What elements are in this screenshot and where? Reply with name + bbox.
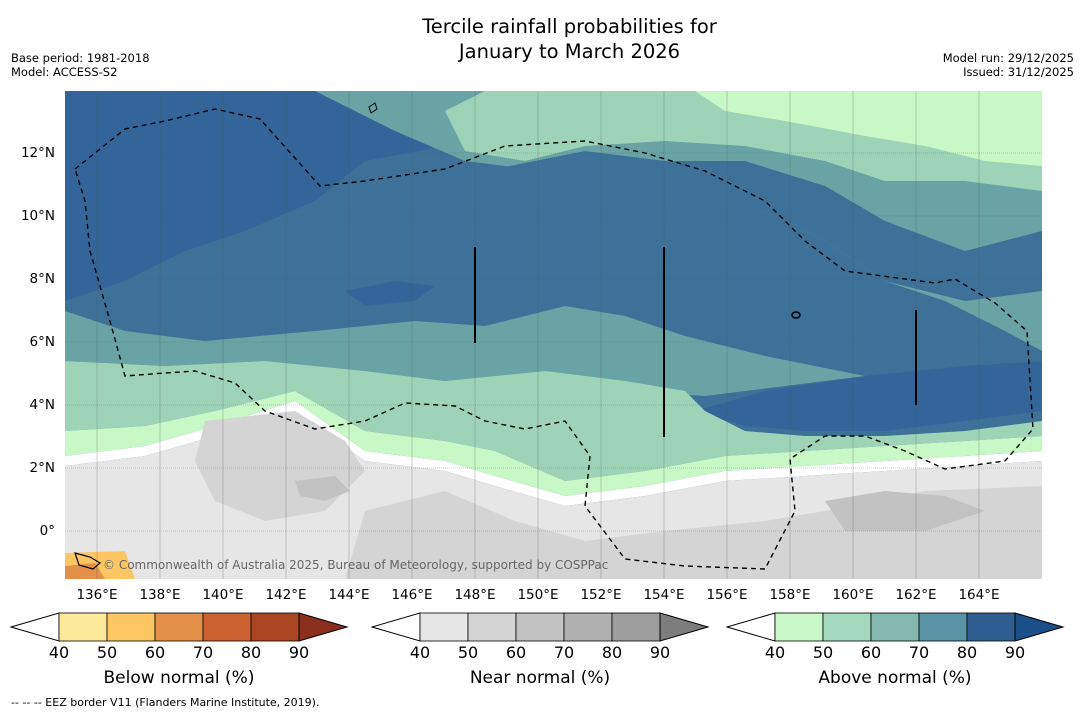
- island-guam: [368, 102, 378, 114]
- lon-label: 164°E: [958, 587, 1000, 603]
- zone-above-70-north: [405, 151, 1042, 301]
- cb-above-tick: 90: [1004, 643, 1026, 662]
- cb-below-tick: 60: [144, 643, 166, 662]
- zone-near-60-b: [295, 476, 350, 501]
- cb-below-min-arrow: [10, 612, 60, 642]
- cb-above-tick: 50: [812, 643, 834, 662]
- zone-above-80-center: [345, 281, 435, 306]
- island-png-coast: [74, 552, 102, 570]
- model-run: Model run: 29/12/2025: [942, 51, 1074, 65]
- cb-below-tick: 80: [240, 643, 262, 662]
- cb-below-tick: 70: [192, 643, 214, 662]
- lat-grid: [65, 152, 1042, 532]
- lon-label: 148°E: [454, 587, 496, 603]
- colorbar-near: [371, 612, 710, 642]
- lon-label: 156°E: [706, 587, 748, 603]
- cb-above-tick: 60: [860, 643, 882, 662]
- meta-right: Model run: 29/12/2025 Issued: 31/12/2025: [943, 51, 1074, 79]
- cb-above-tick: 80: [956, 643, 978, 662]
- colorbar-below: [10, 612, 349, 642]
- island-pohnpei: [791, 311, 801, 319]
- lat-label: 6°N: [29, 334, 55, 350]
- eez-border: [74, 108, 1034, 570]
- cb-near-tick: 70: [553, 643, 575, 662]
- cb-below-70-80: [202, 612, 252, 642]
- cb-below-40-50: [58, 612, 108, 642]
- cb-above-70-80: [918, 612, 968, 642]
- meta-left: Base period: 1981-2018 Model: ACCESS-S2: [11, 51, 150, 79]
- cb-near-tick: 50: [457, 643, 479, 662]
- model-name: Model: ACCESS-S2: [11, 65, 118, 79]
- cb-near-max-arrow: [659, 612, 710, 642]
- colorbar-label-above: Above normal (%): [818, 668, 972, 688]
- cb-above-80-90: [966, 612, 1016, 642]
- issued-date: Issued: 31/12/2025: [963, 65, 1074, 79]
- lon-label: 160°E: [832, 587, 874, 603]
- cb-above-60-70: [870, 612, 920, 642]
- lon-grid: [96, 91, 980, 579]
- cb-near-min-arrow: [371, 612, 421, 642]
- lat-label: 4°N: [29, 397, 55, 413]
- colorbar-above: [726, 612, 1065, 642]
- cb-below-60-70: [154, 612, 204, 642]
- lat-label: 12°N: [20, 145, 55, 161]
- colorbar-label-below: Below normal (%): [103, 668, 255, 688]
- cb-above-tick: 70: [908, 643, 930, 662]
- lat-label: 2°N: [29, 460, 55, 476]
- cb-above-min-arrow: [726, 612, 776, 642]
- cb-below-tick: 90: [288, 643, 310, 662]
- lon-label: 140°E: [202, 587, 244, 603]
- zone-above-40-ne: [695, 91, 1042, 166]
- colorbar-label-near: Near normal (%): [469, 668, 611, 688]
- cb-near-tick: 90: [649, 643, 671, 662]
- zone-above-80-se: [695, 361, 1042, 431]
- title-line-1: Tercile rainfall probabilities for: [422, 15, 717, 38]
- cb-below-50-60: [106, 612, 156, 642]
- base-period: Base period: 1981-2018: [11, 51, 150, 65]
- cb-near-40-50: [419, 612, 469, 642]
- map-title: Tercile rainfall probabilities for Janua…: [0, 14, 1085, 64]
- cb-below-80-90: [250, 612, 300, 642]
- cb-above-max-arrow: [1014, 612, 1065, 642]
- lat-label: 10°N: [20, 208, 55, 224]
- cb-near-tick: 60: [505, 643, 527, 662]
- cb-near-50-60: [467, 612, 517, 642]
- cb-near-tick: 80: [601, 643, 623, 662]
- lon-label: 146°E: [391, 587, 433, 603]
- zone-near-60: [825, 491, 985, 531]
- cb-below-tick: 50: [96, 643, 118, 662]
- eez-footnote: -- -- -- EEZ border V11 (Flanders Marine…: [11, 696, 320, 709]
- lon-label: 150°E: [517, 587, 559, 603]
- lon-label: 144°E: [328, 587, 370, 603]
- cb-above-tick: 40: [764, 643, 786, 662]
- lon-label: 152°E: [580, 587, 622, 603]
- lon-label: 142°E: [265, 587, 307, 603]
- lon-label: 158°E: [769, 587, 811, 603]
- lon-label: 162°E: [895, 587, 937, 603]
- lon-label: 154°E: [643, 587, 685, 603]
- zone-above-50-south: [65, 361, 1042, 481]
- lat-label: 0°: [39, 523, 55, 539]
- zone-above-80-nw: [65, 91, 665, 301]
- cb-above-40-50: [774, 612, 824, 642]
- cb-near-80-90: [611, 612, 661, 642]
- cb-below-max-arrow: [298, 612, 349, 642]
- cb-near-tick: 40: [409, 643, 431, 662]
- copyright-text: © Commonwealth of Australia 2025, Bureau…: [103, 558, 608, 572]
- lon-label: 138°E: [139, 587, 181, 603]
- cb-near-60-70: [515, 612, 565, 642]
- rainfall-map: © Commonwealth of Australia 2025, Bureau…: [65, 91, 1042, 579]
- cb-below-tick: 40: [48, 643, 70, 662]
- title-line-2: January to March 2026: [458, 40, 681, 63]
- lat-label: 8°N: [29, 271, 55, 287]
- cb-above-50-60: [822, 612, 872, 642]
- lon-label: 136°E: [76, 587, 118, 603]
- cb-near-70-80: [563, 612, 613, 642]
